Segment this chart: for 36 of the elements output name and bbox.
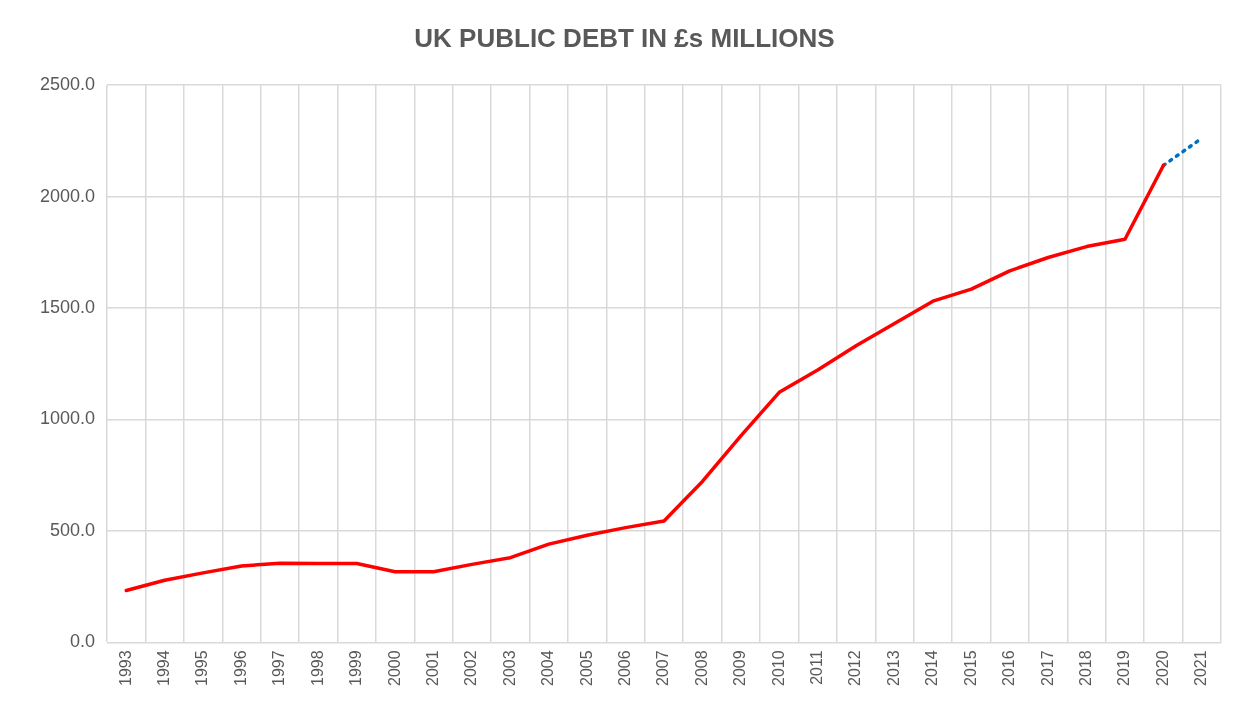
x-tick-label: 2008 [692,650,710,686]
x-tick-label: 2006 [616,650,634,686]
x-tick-label: 2009 [731,650,749,686]
y-tick-label: 1500.0 [39,297,96,318]
x-tick-label: 2012 [846,650,864,686]
x-tick-label: 2014 [923,650,941,686]
x-tick-label: 1998 [308,650,326,686]
x-tick-label: 2015 [961,650,979,686]
x-tick-label: 2010 [769,650,787,686]
x-tick-label: 1994 [155,650,173,686]
x-tick-label: 1993 [116,650,134,686]
x-tick-label: 2016 [1000,650,1018,686]
x-tick-label: 2001 [423,650,441,686]
x-tick-label: 2011 [808,650,826,685]
x-tick-label: 2021 [1192,650,1210,686]
x-tick-label: 1996 [231,650,249,686]
x-tick-label: 2007 [654,650,672,686]
x-tick-label: 2020 [1153,650,1171,686]
x-tick-label: 2000 [385,650,403,686]
x-tick-label: 2017 [1038,650,1056,686]
y-tick-label: 500.0 [50,519,96,540]
y-tick-label: 0.0 [70,631,96,652]
y-tick-label: 2500.0 [39,74,96,95]
x-tick-label: 1999 [347,650,365,686]
chart-title: UK PUBLIC DEBT IN £s MILLIONS [414,22,835,53]
y-tick-label: 2000.0 [39,185,96,206]
y-tick-label: 1000.0 [39,408,96,429]
x-tick-label: 1995 [193,650,211,686]
x-tick-label: 2003 [500,650,518,686]
x-tick-label: 2004 [539,650,557,686]
x-tick-label: 2002 [462,650,480,686]
x-tick-label: 1997 [270,650,288,686]
x-tick-label: 2019 [1115,650,1133,686]
x-tick-label: 2005 [577,650,595,686]
x-tick-label: 2018 [1076,650,1094,686]
x-tick-label: 2013 [884,650,902,686]
